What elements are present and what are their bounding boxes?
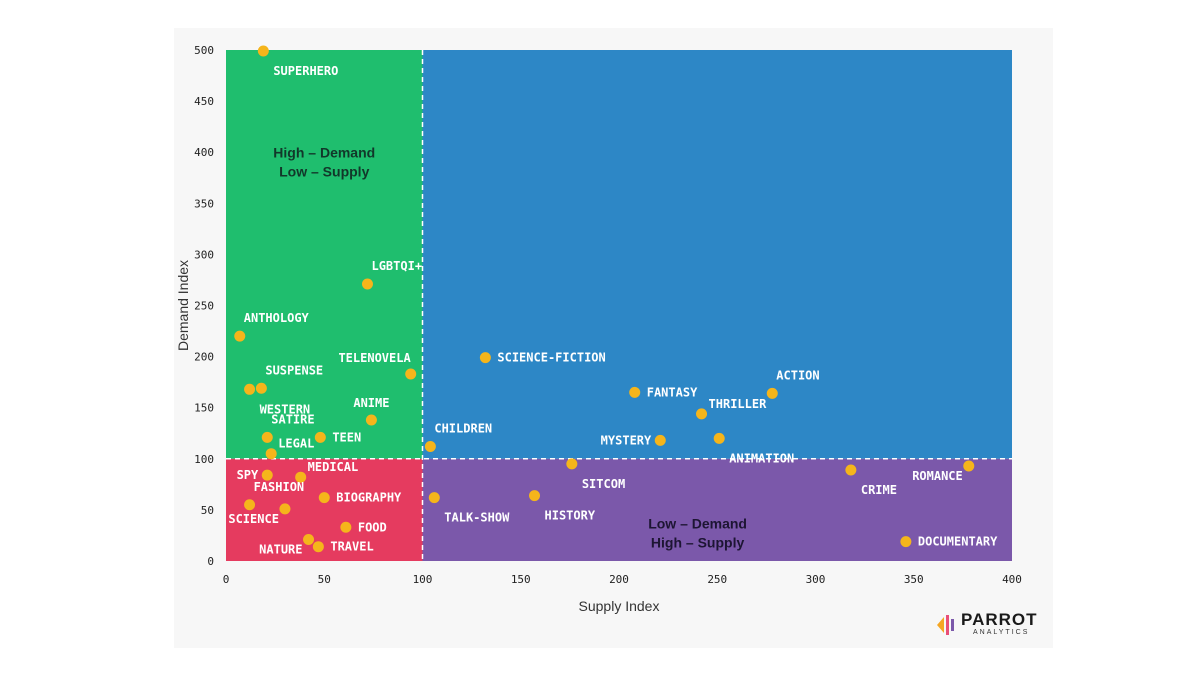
- y-tick-label: 400: [194, 146, 214, 159]
- data-point-suspense[interactable]: [255, 382, 267, 394]
- data-label-food: FOOD: [358, 520, 387, 534]
- x-tick-label: 50: [318, 573, 331, 586]
- data-label-talk-show: TALK-SHOW: [444, 511, 510, 525]
- data-point-satire[interactable]: [261, 431, 273, 443]
- data-point-food[interactable]: [340, 521, 352, 533]
- data-point-biography[interactable]: [318, 492, 330, 504]
- data-point-science[interactable]: [279, 503, 291, 515]
- data-point-documentary[interactable]: [900, 536, 912, 548]
- data-point-history[interactable]: [529, 490, 541, 502]
- data-label-romance: ROMANCE: [912, 469, 963, 483]
- data-point-crime[interactable]: [845, 464, 857, 476]
- data-label-science: SCIENCE: [228, 512, 279, 526]
- data-point-teen[interactable]: [314, 431, 326, 443]
- y-tick-label: 450: [194, 95, 214, 108]
- data-point-sitcom[interactable]: [566, 458, 578, 470]
- data-point-romance[interactable]: [963, 460, 975, 472]
- y-tick-label: 150: [194, 402, 214, 415]
- zone-label-high-demand-line-1: High – Demand: [273, 144, 375, 160]
- x-tick-label: 100: [413, 573, 433, 586]
- y-tick-label: 100: [194, 453, 214, 466]
- data-label-sitcom: SITCOM: [582, 477, 625, 491]
- zone-high-demand-low-supply: [226, 50, 423, 459]
- x-tick-label: 250: [707, 573, 727, 586]
- y-tick-label: 0: [207, 555, 214, 568]
- y-tick-label: 50: [201, 504, 214, 517]
- x-axis-title: Supply Index: [579, 598, 660, 614]
- x-tick-label: 350: [904, 573, 924, 586]
- data-label-medical: MEDICAL: [308, 460, 359, 474]
- zone-label-high-demand-line-2: Low – Supply: [279, 163, 369, 179]
- y-tick-label: 300: [194, 248, 214, 261]
- x-tick-label: 200: [609, 573, 629, 586]
- data-label-anime: ANIME: [353, 396, 389, 410]
- data-point-travel[interactable]: [312, 541, 324, 553]
- data-point-animation[interactable]: [713, 432, 725, 444]
- data-label-travel: TRAVEL: [330, 540, 373, 554]
- x-tick-label: 300: [806, 573, 826, 586]
- y-tick-label: 250: [194, 300, 214, 313]
- data-label-history: HISTORY: [545, 509, 596, 523]
- y-axis-title: Demand Index: [175, 260, 191, 351]
- parrot-analytics-logo: PARROT ANALYTICS: [935, 610, 1045, 640]
- chart-card: High – Demand Low – Supply Low – Demand Hig…: [174, 28, 1053, 648]
- zone-low-demand-low-supply: [226, 458, 423, 561]
- data-point-thriller[interactable]: [696, 408, 708, 420]
- data-point-mystery[interactable]: [654, 434, 666, 446]
- data-point-science-fiction[interactable]: [479, 352, 491, 364]
- data-label-crime: CRIME: [861, 483, 897, 497]
- data-label-fashion: FASHION: [254, 480, 305, 494]
- data-label-teen: TEEN: [332, 430, 361, 444]
- data-label-legal: LEGAL: [278, 437, 314, 451]
- data-label-telenovela: TELENOVELA: [338, 351, 411, 365]
- data-label-documentary: DOCUMENTARY: [918, 535, 998, 549]
- parrot-logo-icon: [937, 615, 954, 635]
- data-label-thriller: THRILLER: [709, 397, 768, 411]
- data-point-fantasy[interactable]: [629, 386, 641, 398]
- x-tick-label: 400: [1002, 573, 1022, 586]
- data-label-biography: BIOGRAPHY: [336, 491, 402, 505]
- data-label-science-fiction: SCIENCE-FICTION: [497, 351, 605, 365]
- zone-low-demand-high-supply: [422, 458, 1012, 561]
- data-point-lgbtqi[interactable]: [361, 278, 373, 290]
- data-label-suspense: SUSPENSE: [265, 363, 323, 377]
- data-point-fashion[interactable]: [244, 499, 256, 511]
- data-point-anthology[interactable]: [234, 330, 246, 342]
- data-label-lgbtqi: LGBTQI+: [371, 259, 422, 273]
- data-point-children[interactable]: [424, 441, 436, 453]
- data-point-telenovela[interactable]: [405, 368, 417, 380]
- data-label-anthology: ANTHOLOGY: [244, 311, 310, 325]
- logo-wordmark: PARROT: [961, 610, 1038, 629]
- logo-tagline: ANALYTICS: [973, 629, 1030, 636]
- x-tick-label: 150: [511, 573, 531, 586]
- data-label-fantasy: FANTASY: [647, 385, 698, 399]
- zone-label-low-demand-line-1: Low – Demand: [648, 515, 747, 531]
- supply-demand-scatter-chart: High – Demand Low – Supply Low – Demand Hig…: [175, 44, 1022, 614]
- data-label-superhero: SUPERHERO: [273, 64, 338, 78]
- data-point-talk-show[interactable]: [428, 492, 440, 504]
- data-label-nature: NATURE: [259, 543, 302, 557]
- data-point-anime[interactable]: [365, 414, 377, 426]
- data-label-mystery: MYSTERY: [601, 433, 652, 447]
- data-label-satire: SATIRE: [271, 412, 314, 426]
- zone-high-demand-high-supply: [422, 50, 1012, 459]
- y-tick-label: 500: [194, 44, 214, 57]
- data-point-superhero[interactable]: [257, 45, 269, 57]
- data-label-spy: SPY: [237, 468, 259, 482]
- data-point-medical[interactable]: [295, 471, 307, 483]
- x-tick-label: 0: [223, 573, 230, 586]
- data-point-legal[interactable]: [265, 448, 277, 460]
- data-label-animation: ANIMATION: [729, 451, 794, 465]
- data-point-western[interactable]: [244, 383, 256, 395]
- data-label-children: CHILDREN: [434, 422, 492, 436]
- zone-label-low-demand-line-2: High – Supply: [651, 534, 745, 550]
- data-label-western: WESTERN: [260, 402, 311, 416]
- data-point-nature[interactable]: [303, 534, 315, 546]
- data-point-spy[interactable]: [261, 469, 273, 481]
- y-tick-label: 200: [194, 351, 214, 364]
- y-tick-label: 350: [194, 197, 214, 210]
- data-point-action[interactable]: [766, 387, 778, 399]
- data-label-action: ACTION: [776, 368, 819, 382]
